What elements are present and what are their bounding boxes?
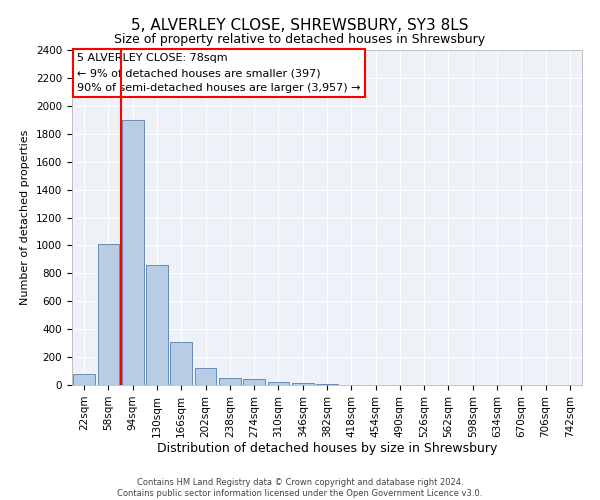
Bar bbox=[170, 342, 192, 385]
Bar bbox=[146, 265, 168, 385]
Text: 5 ALVERLEY CLOSE: 78sqm
← 9% of detached houses are smaller (397)
90% of semi-de: 5 ALVERLEY CLOSE: 78sqm ← 9% of detached… bbox=[77, 54, 361, 93]
Bar bbox=[122, 120, 143, 385]
Text: Contains HM Land Registry data © Crown copyright and database right 2024.
Contai: Contains HM Land Registry data © Crown c… bbox=[118, 478, 482, 498]
Bar bbox=[268, 382, 289, 385]
Text: 5, ALVERLEY CLOSE, SHREWSBURY, SY3 8LS: 5, ALVERLEY CLOSE, SHREWSBURY, SY3 8LS bbox=[131, 18, 469, 32]
Bar bbox=[243, 380, 265, 385]
Bar bbox=[73, 374, 95, 385]
Bar bbox=[97, 244, 119, 385]
Text: Size of property relative to detached houses in Shrewsbury: Size of property relative to detached ho… bbox=[115, 32, 485, 46]
X-axis label: Distribution of detached houses by size in Shrewsbury: Distribution of detached houses by size … bbox=[157, 442, 497, 456]
Bar bbox=[194, 368, 217, 385]
Y-axis label: Number of detached properties: Number of detached properties bbox=[20, 130, 31, 305]
Bar bbox=[219, 378, 241, 385]
Bar bbox=[292, 383, 314, 385]
Bar bbox=[316, 384, 338, 385]
